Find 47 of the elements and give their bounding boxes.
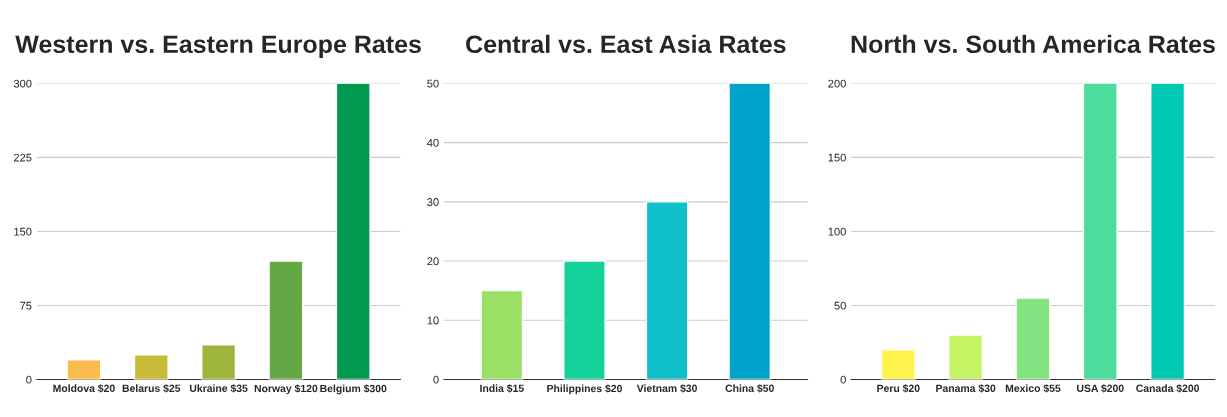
x-tick-label: Ukraine $35 <box>189 384 248 393</box>
y-tick-label: 40 <box>427 138 439 147</box>
bar <box>201 344 237 380</box>
y-tick-label: 300 <box>13 79 32 88</box>
x-tick-label: Belarus $25 <box>122 384 181 393</box>
x-tick-label: Canada $200 <box>1136 384 1200 393</box>
y-tick-label: 150 <box>14 227 32 236</box>
x-tick-label: Belgium $300 <box>320 384 387 395</box>
x-tick-label: Moldova $20 <box>53 384 115 393</box>
x-tick-label: USA $200 <box>1077 384 1124 393</box>
x-tick-label: Vietnam $30 <box>636 384 697 393</box>
x-tick-label: Mexico $55 <box>1005 384 1061 393</box>
bar <box>1082 83 1118 380</box>
bar <box>1150 83 1186 380</box>
chart-title: Central vs. East Asia Rates <box>466 34 786 54</box>
y-tick-label: 150 <box>828 153 846 162</box>
x-tick-label: Panama $30 <box>936 384 996 393</box>
y-tick-label: 50 <box>834 301 846 310</box>
bar <box>335 83 371 380</box>
chart-title: North vs. South America Rates <box>851 34 1215 54</box>
x-tick-label: China $50 <box>725 384 774 393</box>
y-tick-label: 100 <box>828 227 846 236</box>
y-tick-label: 0 <box>840 375 846 384</box>
bar <box>948 334 984 380</box>
y-tick-label: 30 <box>427 198 439 206</box>
y-tick-label: 75 <box>20 301 32 310</box>
bar <box>880 349 916 380</box>
bar <box>728 83 772 380</box>
y-tick-label: 0 <box>433 375 439 384</box>
y-tick-label: 50 <box>427 79 439 88</box>
bar <box>563 260 606 380</box>
x-tick-label: Philippines $20 <box>547 384 622 395</box>
bar <box>133 354 169 380</box>
y-tick-label: 0 <box>26 375 32 384</box>
y-tick-label: 225 <box>13 153 32 162</box>
bar <box>645 201 689 380</box>
y-tick-label: 20 <box>427 257 439 266</box>
x-tick-label: India $15 <box>480 384 524 393</box>
x-tick-label: Peru $20 <box>877 384 920 393</box>
bar <box>268 260 304 380</box>
y-tick-label: 200 <box>828 79 846 88</box>
y-tick-label: 10 <box>427 316 439 325</box>
x-tick-label: Norway $120 <box>254 384 318 395</box>
bar <box>480 289 524 380</box>
chart-title: Western vs. Eastern Europe Rates <box>15 35 421 59</box>
bar <box>66 359 102 380</box>
bar <box>1015 297 1051 380</box>
